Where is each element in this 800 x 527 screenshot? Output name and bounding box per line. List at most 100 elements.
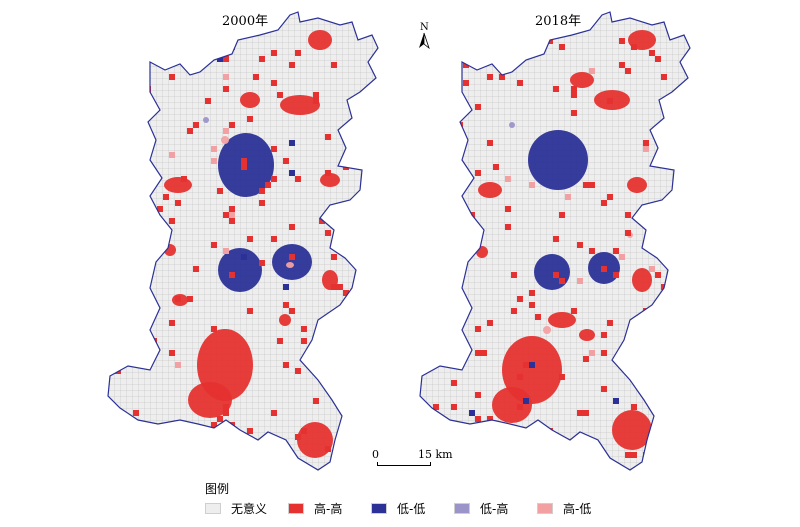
cell-high-high bbox=[157, 206, 163, 212]
cell-low-low bbox=[661, 434, 667, 440]
cell-high-high bbox=[433, 404, 439, 410]
cell-high-high bbox=[271, 236, 277, 242]
cell-high-high bbox=[523, 362, 529, 368]
cell-high-high bbox=[289, 224, 295, 230]
cell-high-low bbox=[229, 212, 235, 218]
cell-high-high bbox=[589, 182, 595, 188]
cell-high-high bbox=[301, 326, 307, 332]
cell-high-high bbox=[601, 386, 607, 392]
cell-high-high bbox=[553, 272, 559, 278]
cell-low-low bbox=[145, 188, 151, 194]
cell-high-high bbox=[271, 50, 277, 56]
cell-high-high bbox=[451, 404, 457, 410]
scale-bar-line bbox=[377, 462, 431, 466]
cell-high-high bbox=[325, 170, 331, 176]
cell-high-high bbox=[631, 404, 637, 410]
cluster-low-low bbox=[534, 254, 570, 290]
cell-high-high bbox=[169, 74, 175, 80]
cell-high-high bbox=[211, 326, 217, 332]
cell-high-high bbox=[445, 62, 451, 68]
cell-high-high bbox=[325, 134, 331, 140]
cell-high-high bbox=[451, 380, 457, 386]
cell-high-low bbox=[505, 176, 511, 182]
cell-high-high bbox=[457, 212, 463, 218]
cell-high-high bbox=[661, 74, 667, 80]
cell-high-high bbox=[613, 248, 619, 254]
cell-high-high bbox=[247, 116, 253, 122]
cell-high-high bbox=[181, 176, 187, 182]
cell-high-high bbox=[469, 38, 475, 44]
cell-high-high bbox=[115, 164, 121, 170]
cell-high-high bbox=[535, 314, 541, 320]
cell-high-high bbox=[475, 350, 481, 356]
cell-high-low bbox=[343, 434, 349, 440]
cell-high-high bbox=[577, 242, 583, 248]
cell-high-high bbox=[625, 68, 631, 74]
cell-high-high bbox=[583, 356, 589, 362]
cell-high-high bbox=[451, 248, 457, 254]
cell-high-high bbox=[139, 422, 145, 428]
cell-high-high bbox=[439, 146, 445, 152]
cell-high-high bbox=[541, 434, 547, 440]
cell-high-high bbox=[169, 350, 175, 356]
cell-high-high bbox=[271, 176, 277, 182]
cluster-high-high bbox=[627, 177, 647, 193]
cell-high-high bbox=[217, 416, 223, 422]
cell-high-high bbox=[133, 434, 139, 440]
cell-high-low bbox=[619, 254, 625, 260]
cell-low-low bbox=[523, 398, 529, 404]
cell-high-high bbox=[187, 32, 193, 38]
cell-high-high bbox=[253, 74, 259, 80]
cell-high-low bbox=[199, 50, 205, 56]
cell-high-high bbox=[169, 38, 175, 44]
legend-label: 无意义 bbox=[231, 502, 268, 516]
cell-high-high bbox=[631, 452, 637, 458]
cell-high-low bbox=[175, 362, 181, 368]
cell-high-low bbox=[529, 182, 535, 188]
cell-high-high bbox=[349, 398, 355, 404]
cell-high-high bbox=[619, 38, 625, 44]
cell-high-low bbox=[211, 146, 217, 152]
cluster-high-high bbox=[579, 329, 595, 341]
cell-high-high bbox=[457, 98, 463, 104]
cell-high-high bbox=[601, 200, 607, 206]
cluster-high-high bbox=[476, 246, 488, 258]
cluster-low-high bbox=[509, 122, 515, 128]
cluster-map-2018 bbox=[419, 11, 691, 471]
cell-high-high bbox=[511, 308, 517, 314]
cell-low-low bbox=[469, 410, 475, 416]
cell-high-high bbox=[475, 170, 481, 176]
cell-high-low bbox=[487, 428, 493, 434]
scale-distance-label: 15 km bbox=[418, 448, 453, 461]
cell-high-high bbox=[463, 62, 469, 68]
cell-high-high bbox=[139, 230, 145, 236]
cell-high-high bbox=[115, 176, 121, 182]
cell-high-high bbox=[295, 368, 301, 374]
cell-high-high bbox=[223, 410, 229, 416]
cell-high-high bbox=[505, 206, 511, 212]
map-transform-group bbox=[107, 11, 379, 471]
cell-high-high bbox=[313, 98, 319, 104]
legend-title: 图例 bbox=[205, 482, 230, 496]
cell-high-high bbox=[433, 80, 439, 86]
cell-high-high bbox=[589, 248, 595, 254]
cell-high-high bbox=[475, 416, 481, 422]
cell-high-high bbox=[127, 134, 133, 140]
cluster-low-low bbox=[272, 244, 312, 280]
legend: 无意义 高-高 低-低 低-高 高-低 bbox=[205, 500, 620, 517]
cell-high-high bbox=[193, 32, 199, 38]
cell-high-high bbox=[475, 104, 481, 110]
cluster-high-high bbox=[280, 95, 320, 115]
cell-high-high bbox=[133, 152, 139, 158]
cell-high-high bbox=[649, 50, 655, 56]
cell-high-high bbox=[229, 218, 235, 224]
cell-low-low bbox=[289, 140, 295, 146]
cell-high-high bbox=[517, 296, 523, 302]
cell-high-high bbox=[295, 50, 301, 56]
cluster-high-high bbox=[492, 387, 532, 423]
cell-high-high bbox=[217, 188, 223, 194]
cell-high-low bbox=[589, 350, 595, 356]
cell-high-low bbox=[439, 290, 445, 296]
cluster-high-high bbox=[308, 30, 332, 50]
cell-high-high bbox=[247, 308, 253, 314]
